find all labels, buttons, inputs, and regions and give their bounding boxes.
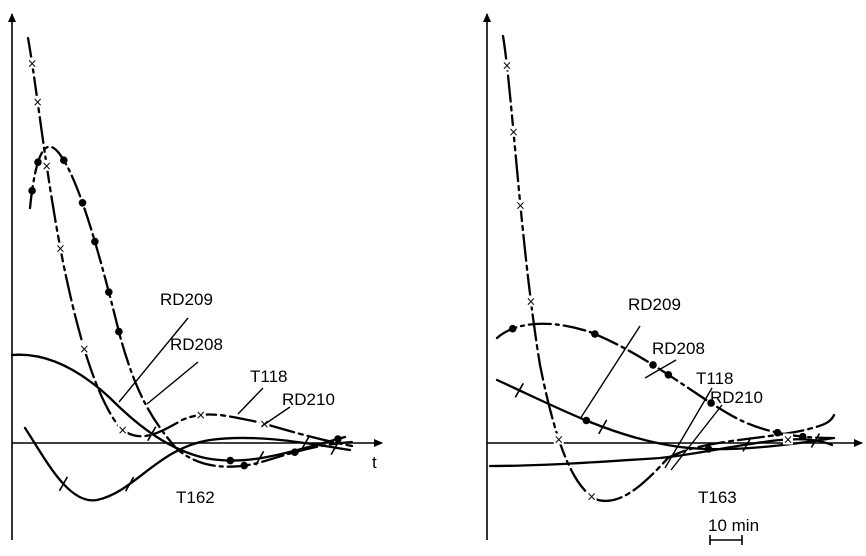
curve-left-rd210-tick-marker bbox=[124, 476, 135, 492]
left-curves bbox=[10, 36, 354, 502]
left-x-axis-label: t bbox=[372, 453, 377, 472]
left-panel-label: T162 bbox=[176, 488, 215, 507]
curve-left-rd209-dot-marker bbox=[115, 327, 123, 336]
curve-left-rd208-x-marker-bg bbox=[27, 57, 38, 69]
label-left-rd210: RD210 bbox=[282, 390, 335, 409]
leader-left-rd208 bbox=[146, 361, 199, 405]
leader-left-rd210 bbox=[261, 406, 291, 427]
curve-right-rd208-x-marker-bg bbox=[553, 433, 564, 445]
label-right-t118: T118 bbox=[696, 369, 734, 388]
curve-left-rd208-x-marker-bg bbox=[41, 159, 52, 171]
curve-left-rd209-dot-marker bbox=[60, 156, 68, 164]
label-left-rd209: RD209 bbox=[160, 290, 213, 309]
curve-right-rd209-dot-marker bbox=[591, 330, 599, 338]
right-panel-label: T163 bbox=[698, 488, 737, 507]
label-right-rd210: RD210 bbox=[710, 388, 763, 407]
curve-right-rd210-tick-marker bbox=[810, 433, 821, 448]
leader-lines bbox=[118, 317, 723, 471]
curve-left-rd208-x-marker-bg bbox=[32, 95, 43, 107]
curve-right-rd208-x-marker-bg bbox=[508, 125, 519, 137]
scale-bar-label: 10 min bbox=[708, 516, 759, 535]
curve-left-rd208-x-marker: × bbox=[196, 408, 206, 422]
curve-left-rd209-dot-marker bbox=[34, 158, 42, 166]
curve-right-rd209-dot-marker bbox=[508, 324, 517, 333]
curve-left-rd210-tick-marker bbox=[300, 435, 310, 451]
curve-left-t118 bbox=[10, 353, 347, 462]
curve-left-rd208-x-marker-bg bbox=[195, 409, 206, 420]
curve-left-rd208-x-marker-bg bbox=[55, 242, 66, 254]
curve-left-rd208-x-marker: × bbox=[55, 242, 65, 256]
curve-left-rd208-x-marker-bg bbox=[79, 343, 90, 354]
curve-right-rd208-x-marker-bg bbox=[515, 199, 526, 211]
curve-left-t118-tick-marker bbox=[254, 450, 265, 466]
curve-left-rd209-dot-marker bbox=[91, 237, 99, 246]
curve-right-rd209-dot-marker bbox=[773, 428, 782, 437]
curve-left-rd209-dot-marker bbox=[78, 199, 87, 207]
leader-right-rd208 bbox=[644, 359, 677, 379]
curve-left-rd208-x-marker-bg bbox=[259, 417, 270, 429]
curve-left-rd208-x-marker-bg bbox=[117, 424, 128, 435]
label-right-rd208: RD208 bbox=[652, 339, 705, 358]
curve-left-rd209-dot-marker bbox=[291, 448, 299, 457]
curve-left-rd210-tick-marker bbox=[330, 440, 340, 455]
curve-right-t118-dot-marker bbox=[704, 445, 713, 453]
curve-left-rd208-x-marker: × bbox=[42, 159, 52, 173]
curve-right-rd208-x-marker: × bbox=[587, 489, 597, 503]
curve-right-rd210-x-marker: × bbox=[783, 433, 793, 447]
curve-right-rd208-x-marker: × bbox=[515, 199, 525, 213]
leader-left-t118 bbox=[237, 387, 264, 415]
curve-right-rd208-x-marker: × bbox=[508, 125, 518, 139]
curve-left-t118-tick-marker bbox=[147, 426, 157, 442]
leader-left-rd209 bbox=[118, 317, 189, 403]
label-left-rd208: RD208 bbox=[170, 335, 223, 354]
curve-right-rd210-x-marker-bg bbox=[783, 433, 793, 445]
curve-right-t118-tick-marker bbox=[598, 419, 608, 435]
curve-left-t118-dot-marker bbox=[226, 456, 235, 465]
curve-right-rd210-tick-marker bbox=[742, 437, 752, 452]
leader-right-rd210 bbox=[670, 404, 723, 471]
curve-left-t118-dot-marker bbox=[334, 435, 342, 443]
right-curves bbox=[488, 34, 836, 503]
curve-left-rd209-dot-marker bbox=[240, 461, 248, 470]
label-right-rd209: RD209 bbox=[628, 295, 681, 314]
curve-right-rd208-x-marker-bg bbox=[525, 295, 536, 307]
curve-left-rd210-tick-marker bbox=[58, 476, 69, 492]
curve-right-rd208-x-marker: × bbox=[554, 432, 564, 446]
curve-left-rd208-x-marker: × bbox=[79, 342, 89, 356]
curve-left-rd210 bbox=[23, 426, 352, 502]
curve-right-rd210 bbox=[488, 438, 834, 468]
curve-left-rd209-dot-marker bbox=[105, 288, 113, 296]
curve-left-rd208-x-marker: × bbox=[33, 95, 43, 109]
label-left-t118: T118 bbox=[250, 367, 288, 386]
curve-left-rd208-x-marker: × bbox=[118, 423, 128, 437]
curve-right-rd209-dot-marker bbox=[664, 371, 673, 379]
curve-left-rd208-x-marker: × bbox=[27, 57, 37, 71]
curve-right-t118-dot-marker bbox=[582, 416, 591, 425]
curve-right-rd208 bbox=[501, 34, 836, 503]
scale-bar: 10 min bbox=[708, 516, 759, 545]
curve-right-rd209-dot-marker bbox=[707, 399, 715, 407]
leader-right-rd209 bbox=[579, 325, 641, 420]
curve-right-t118 bbox=[495, 378, 836, 451]
curve-right-rd208-x-marker: × bbox=[502, 58, 512, 72]
leader-right-t118 bbox=[664, 387, 713, 469]
curve-right-rd209-dot-marker bbox=[799, 432, 807, 441]
curve-right-rd209-dot-marker bbox=[649, 361, 657, 369]
curve-left-rd209-dot-marker bbox=[28, 186, 36, 195]
curve-right-rd208-x-marker: × bbox=[526, 295, 536, 309]
curve-right-rd208-x-marker-bg bbox=[586, 490, 597, 502]
curve-left-rd209 bbox=[28, 145, 354, 468]
curve-right-t118-tick-marker bbox=[514, 382, 524, 398]
curve-left-rd208 bbox=[26, 36, 354, 448]
curve-right-rd208-x-marker-bg bbox=[501, 59, 512, 71]
